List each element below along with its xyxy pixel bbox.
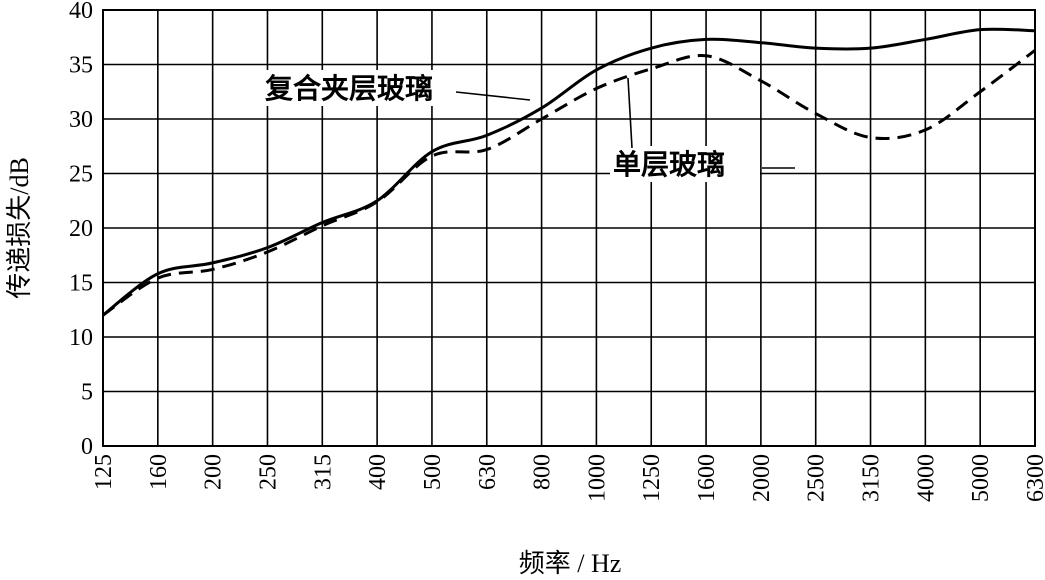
x-tick-label: 630 xyxy=(475,454,501,490)
x-tick-label: 160 xyxy=(146,454,172,490)
series-layer xyxy=(102,27,1036,317)
x-tick-label: 3150 xyxy=(859,454,885,502)
y-tick-label: 30 xyxy=(69,107,93,133)
x-tick-label: 6300 xyxy=(1023,454,1045,502)
annotation-background xyxy=(610,146,760,182)
x-tick-label: 2000 xyxy=(749,454,775,502)
x-axis-label: 频率 / Hz xyxy=(519,549,622,578)
annotation-leader-line xyxy=(627,77,633,149)
annotation-single-glass: 单层玻璃 xyxy=(613,149,725,181)
grid xyxy=(102,9,1036,447)
y-tick-label: 5 xyxy=(81,380,93,406)
annotation-background xyxy=(262,70,454,106)
x-tick-label: 2500 xyxy=(804,454,830,502)
y-tick-label: 0 xyxy=(81,434,93,460)
x-tick-label: 250 xyxy=(255,454,281,490)
y-tick-label: 10 xyxy=(69,325,93,351)
x-tick-label: 4000 xyxy=(913,454,939,502)
x-tick-label: 200 xyxy=(201,454,227,490)
y-axis-ticks: 0 5 10 15 20 25 30 35 40 xyxy=(69,0,93,460)
x-tick-label: 800 xyxy=(530,454,556,490)
x-tick-label: 1000 xyxy=(584,454,610,502)
y-tick-label: 20 xyxy=(69,216,93,242)
series-line-laminated-glass xyxy=(102,27,1036,317)
annotation-leader-line xyxy=(455,91,531,101)
x-axis-ticks: 125 160 200 250 315 400 500 630 800 1000 1250 1600 2… xyxy=(91,454,1045,502)
x-tick-label: 5000 xyxy=(968,454,994,502)
y-tick-label: 35 xyxy=(69,53,93,79)
x-tick-label: 400 xyxy=(365,454,391,490)
series-line-single-glass xyxy=(102,49,1036,317)
y-tick-label: 15 xyxy=(69,271,93,297)
x-tick-label: 125 xyxy=(91,454,117,490)
y-tick-label: 40 xyxy=(69,0,93,24)
x-tick-label: 500 xyxy=(420,454,446,490)
annotation-laminated-glass: 复合夹层玻璃 xyxy=(265,72,433,105)
x-tick-label: 1600 xyxy=(694,454,720,502)
x-tick-label: 315 xyxy=(310,454,336,490)
y-axis-label: 传递损失/dB xyxy=(5,157,34,299)
plot-frame xyxy=(102,9,1036,447)
x-tick-label: 1250 xyxy=(639,454,665,502)
y-tick-label: 25 xyxy=(69,162,93,188)
